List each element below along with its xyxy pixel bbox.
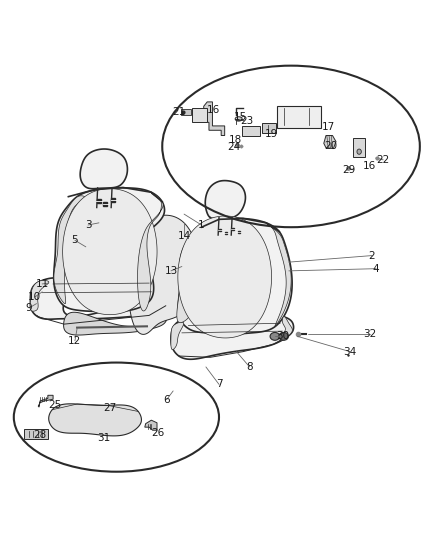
Text: 9: 9 (26, 303, 32, 313)
Polygon shape (30, 280, 49, 311)
Text: 29: 29 (343, 165, 356, 175)
Text: 26: 26 (151, 429, 165, 438)
Text: 10: 10 (28, 292, 41, 302)
Ellipse shape (357, 149, 361, 154)
Text: 27: 27 (103, 403, 117, 414)
Text: 22: 22 (376, 155, 389, 165)
Ellipse shape (235, 117, 242, 121)
Text: 21: 21 (172, 107, 185, 117)
Text: 31: 31 (97, 433, 110, 442)
Text: 32: 32 (363, 329, 376, 339)
Polygon shape (63, 189, 157, 314)
Text: 2: 2 (368, 251, 375, 261)
FancyBboxPatch shape (192, 108, 207, 122)
Text: 3: 3 (85, 220, 92, 230)
Text: 15: 15 (233, 112, 247, 122)
Text: 7: 7 (215, 379, 223, 390)
Polygon shape (178, 218, 292, 334)
Text: 11: 11 (35, 279, 49, 289)
FancyBboxPatch shape (262, 123, 276, 133)
Text: 1: 1 (198, 220, 205, 230)
Polygon shape (177, 238, 192, 322)
Ellipse shape (270, 333, 280, 340)
Text: 17: 17 (321, 122, 335, 132)
FancyBboxPatch shape (242, 126, 261, 136)
Polygon shape (324, 135, 336, 149)
Polygon shape (171, 314, 293, 359)
Polygon shape (138, 193, 163, 311)
Polygon shape (54, 196, 85, 304)
Polygon shape (80, 149, 127, 189)
Polygon shape (267, 223, 291, 327)
Polygon shape (49, 404, 141, 436)
Text: 34: 34 (343, 346, 357, 357)
Text: 28: 28 (33, 431, 46, 440)
Text: 16: 16 (363, 161, 376, 171)
Text: 13: 13 (164, 266, 177, 276)
Text: 23: 23 (240, 116, 253, 126)
FancyBboxPatch shape (277, 106, 321, 128)
Polygon shape (64, 312, 167, 335)
Text: 12: 12 (68, 336, 81, 346)
Text: 6: 6 (163, 394, 170, 405)
Text: 20: 20 (325, 141, 338, 151)
FancyBboxPatch shape (181, 109, 191, 115)
Text: 8: 8 (246, 362, 253, 372)
Polygon shape (38, 395, 53, 407)
Polygon shape (128, 215, 201, 334)
FancyBboxPatch shape (24, 429, 48, 439)
Text: 24: 24 (228, 142, 241, 152)
Text: 5: 5 (71, 235, 78, 245)
Polygon shape (205, 181, 245, 219)
Text: 16: 16 (207, 105, 220, 115)
Polygon shape (171, 322, 184, 350)
Polygon shape (178, 216, 272, 338)
Polygon shape (30, 278, 166, 319)
Ellipse shape (279, 333, 288, 340)
Polygon shape (280, 317, 292, 341)
FancyBboxPatch shape (353, 138, 365, 157)
Polygon shape (54, 188, 165, 312)
Polygon shape (145, 420, 157, 430)
Polygon shape (204, 102, 225, 135)
Text: 4: 4 (373, 264, 379, 273)
Text: 19: 19 (264, 129, 278, 139)
Text: 30: 30 (276, 332, 289, 341)
Text: 14: 14 (177, 231, 191, 241)
Text: 18: 18 (229, 135, 242, 145)
Text: 25: 25 (49, 400, 62, 410)
